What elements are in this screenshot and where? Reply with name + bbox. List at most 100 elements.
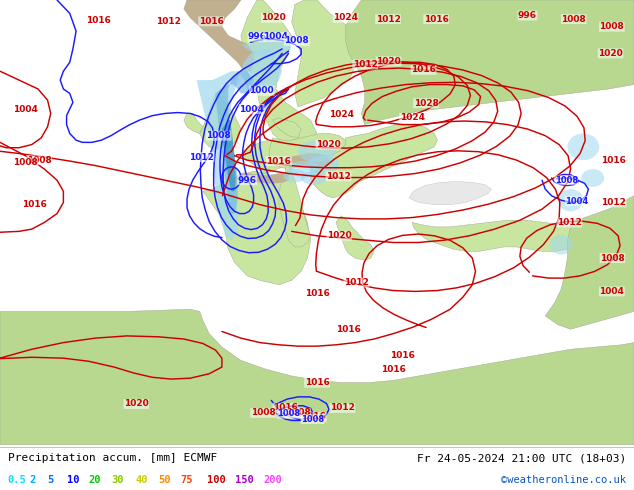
Text: 1016: 1016 [411, 65, 436, 74]
Ellipse shape [581, 169, 604, 187]
Ellipse shape [307, 156, 339, 173]
Text: 1008: 1008 [555, 176, 578, 185]
Text: 1008: 1008 [250, 408, 276, 417]
Text: 150: 150 [235, 475, 254, 485]
Text: 1016: 1016 [198, 17, 224, 26]
Polygon shape [412, 220, 580, 251]
Ellipse shape [288, 161, 320, 177]
Polygon shape [279, 162, 311, 247]
Text: 996: 996 [238, 176, 257, 185]
Text: 1012: 1012 [557, 218, 582, 227]
Ellipse shape [550, 235, 573, 254]
Text: 1008: 1008 [285, 408, 311, 417]
Ellipse shape [298, 140, 336, 162]
Polygon shape [184, 114, 203, 133]
Text: 1008: 1008 [277, 409, 300, 418]
Text: Fr 24-05-2024 21:00 UTC (18+03): Fr 24-05-2024 21:00 UTC (18+03) [417, 453, 626, 464]
Text: 10: 10 [67, 475, 79, 485]
Ellipse shape [283, 169, 306, 182]
Text: Precipitation accum. [mm] ECMWF: Precipitation accum. [mm] ECMWF [8, 453, 217, 464]
Polygon shape [336, 216, 374, 260]
Ellipse shape [567, 133, 599, 160]
Text: 1008: 1008 [13, 158, 38, 167]
Text: 1024: 1024 [333, 13, 358, 23]
Polygon shape [241, 140, 292, 173]
Text: 20: 20 [89, 475, 101, 485]
Text: 40: 40 [135, 475, 148, 485]
Text: 1012: 1012 [353, 60, 378, 69]
Text: 1016: 1016 [380, 365, 406, 374]
Polygon shape [241, 40, 292, 58]
Ellipse shape [301, 172, 327, 185]
Text: 1012: 1012 [601, 198, 626, 207]
Text: 1016: 1016 [273, 403, 298, 413]
Text: 1004: 1004 [599, 287, 624, 296]
Text: 1008: 1008 [561, 15, 586, 24]
Text: 5: 5 [48, 475, 54, 485]
Polygon shape [0, 309, 634, 445]
Polygon shape [269, 133, 349, 169]
Text: 996: 996 [248, 32, 267, 42]
Text: 1016: 1016 [304, 289, 330, 298]
Text: 1012: 1012 [189, 152, 214, 162]
Polygon shape [292, 0, 365, 107]
Polygon shape [273, 118, 301, 138]
Text: 1012: 1012 [344, 278, 369, 287]
Text: 1028: 1028 [413, 98, 439, 108]
Text: 1008: 1008 [600, 253, 625, 263]
Polygon shape [184, 0, 254, 71]
Text: 1008: 1008 [599, 22, 624, 31]
Text: 75: 75 [181, 475, 193, 485]
Polygon shape [409, 181, 491, 205]
Text: 1004: 1004 [13, 104, 38, 114]
Polygon shape [241, 0, 317, 147]
Text: 1008: 1008 [27, 156, 52, 165]
Text: 1012: 1012 [155, 17, 181, 26]
Polygon shape [203, 172, 311, 285]
Text: 1016: 1016 [336, 325, 361, 334]
Text: 1024: 1024 [399, 113, 425, 122]
Text: 1008: 1008 [284, 36, 309, 46]
Text: 1016: 1016 [301, 413, 327, 421]
Ellipse shape [558, 189, 583, 211]
Text: ©weatheronline.co.uk: ©weatheronline.co.uk [501, 475, 626, 485]
Text: 0.5: 0.5 [8, 475, 27, 485]
Text: 1008: 1008 [206, 131, 231, 140]
Polygon shape [200, 94, 241, 149]
Text: 1020: 1020 [316, 140, 341, 149]
Text: 1016: 1016 [86, 16, 111, 24]
Text: 1016: 1016 [304, 378, 330, 387]
Text: 1020: 1020 [261, 13, 287, 23]
Text: 100: 100 [207, 475, 226, 485]
Text: 1020: 1020 [327, 231, 352, 240]
Text: 1004: 1004 [263, 32, 288, 42]
Polygon shape [240, 172, 288, 183]
Text: 1004: 1004 [566, 196, 588, 206]
Text: 1012: 1012 [330, 403, 355, 413]
Polygon shape [282, 153, 330, 167]
Polygon shape [197, 49, 282, 240]
Text: 50: 50 [158, 475, 171, 485]
Polygon shape [311, 124, 437, 198]
Polygon shape [216, 71, 254, 214]
Text: 996: 996 [518, 11, 537, 20]
Text: 30: 30 [111, 475, 124, 485]
Polygon shape [545, 196, 634, 329]
Polygon shape [222, 120, 236, 191]
Text: 2: 2 [30, 475, 36, 485]
Text: 1000: 1000 [250, 86, 274, 95]
Text: 1020: 1020 [376, 57, 401, 66]
Text: 1024: 1024 [328, 110, 354, 119]
Text: 1004: 1004 [239, 104, 264, 114]
Text: 1020: 1020 [598, 49, 623, 58]
Text: 1012: 1012 [326, 172, 351, 181]
Text: 1016: 1016 [601, 156, 626, 165]
Text: 1008: 1008 [301, 415, 324, 424]
Text: 1016: 1016 [22, 200, 48, 209]
Text: 1020: 1020 [124, 399, 149, 409]
Text: 200: 200 [263, 475, 282, 485]
Text: 1016: 1016 [390, 351, 415, 361]
Text: 1012: 1012 [375, 15, 401, 24]
Text: 1016: 1016 [424, 15, 449, 24]
Polygon shape [346, 0, 634, 124]
